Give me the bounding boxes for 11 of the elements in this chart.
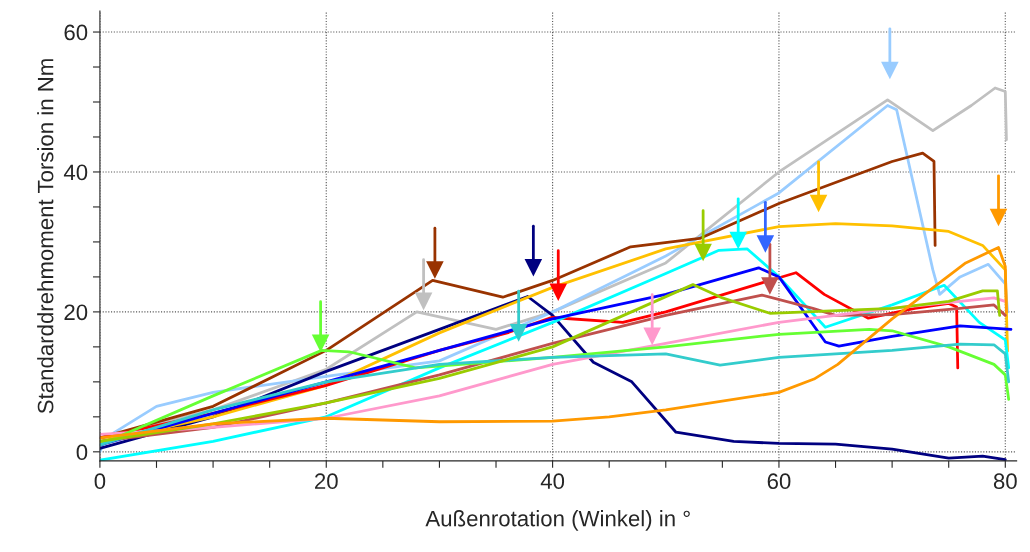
y-tick-label: 20 — [64, 304, 88, 321]
x-tick-label: 0 — [94, 473, 106, 490]
y-tick-label: 0 — [76, 444, 88, 461]
x-tick-label: 20 — [315, 473, 338, 490]
y-tick-label: 40 — [63, 164, 88, 181]
y-axis-title: Standarddrehmoment Torsion in Nm — [37, 59, 54, 414]
x-tick-label: 40 — [540, 473, 565, 490]
y-tick-label: 60 — [64, 24, 88, 41]
x-axis-title: Außenrotation (Winkel) in ° — [425, 510, 690, 531]
x-tick-label: 80 — [993, 473, 1017, 490]
x-tick-label: 60 — [767, 473, 791, 490]
